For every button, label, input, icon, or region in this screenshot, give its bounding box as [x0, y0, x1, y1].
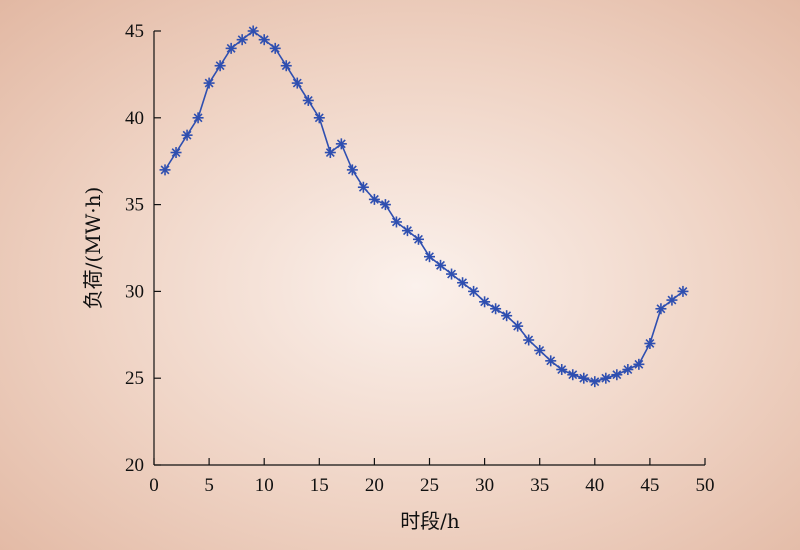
data-point	[600, 372, 612, 384]
data-point	[291, 77, 303, 89]
series-line	[164, 29, 684, 383]
data-point	[313, 112, 325, 124]
data-point	[214, 60, 226, 72]
data-point	[479, 296, 491, 308]
data-point	[435, 259, 447, 271]
y-tick-label: 25	[125, 368, 144, 389]
x-tick-label: 0	[149, 475, 159, 496]
data-point	[501, 310, 513, 322]
data-point	[181, 129, 193, 141]
y-tick-label: 30	[125, 281, 144, 302]
data-point	[302, 94, 314, 106]
data-point	[269, 42, 281, 54]
data-point	[677, 285, 689, 297]
x-tick-label: 20	[365, 475, 384, 496]
data-point	[401, 225, 413, 237]
data-point	[192, 112, 204, 124]
data-point	[280, 60, 292, 72]
data-point	[556, 364, 568, 376]
data-point	[247, 25, 259, 37]
y-tick-label: 35	[125, 195, 144, 216]
data-point	[236, 34, 248, 46]
data-point	[424, 251, 435, 263]
data-point	[589, 376, 601, 388]
x-tick-label: 10	[255, 475, 274, 496]
y-tick-label: 20	[125, 455, 144, 476]
data-point	[490, 303, 502, 315]
x-tick-label: 25	[420, 475, 439, 496]
data-point	[457, 277, 469, 289]
data-point	[567, 369, 579, 381]
x-tick-label: 15	[310, 475, 329, 496]
data-point	[346, 164, 358, 176]
data-point	[225, 42, 237, 54]
data-point	[335, 138, 347, 150]
data-point	[357, 181, 369, 193]
data-point	[468, 285, 480, 297]
axes	[153, 31, 705, 466]
x-axis-ticks: 0 5 10 15 20 25 30 35 40 45 50	[149, 458, 715, 496]
data-point	[324, 147, 336, 159]
data-point	[512, 320, 524, 332]
data-point	[534, 344, 546, 356]
data-point	[644, 337, 656, 349]
data-point	[446, 268, 458, 280]
data-point	[379, 199, 391, 211]
data-point	[666, 294, 678, 306]
y-tick-label: 40	[125, 108, 144, 129]
data-point	[611, 369, 623, 381]
data-point	[390, 216, 402, 228]
data-point	[258, 34, 270, 46]
series-markers	[159, 25, 689, 388]
x-axis-label: 时段/h	[400, 509, 460, 533]
x-tick-label: 45	[640, 475, 659, 496]
x-tick-label: 35	[530, 475, 549, 496]
data-point	[159, 164, 171, 176]
data-point	[523, 334, 535, 346]
y-axis-label: 负荷/(MW·h)	[81, 187, 105, 310]
x-tick-label: 40	[585, 475, 604, 496]
data-point	[578, 372, 590, 384]
x-tick-label: 5	[204, 475, 214, 496]
data-point	[545, 355, 557, 367]
x-tick-label: 50	[696, 475, 715, 496]
data-point	[170, 147, 182, 159]
data-point	[368, 193, 380, 205]
data-point	[203, 77, 215, 89]
data-point	[655, 303, 667, 315]
y-axis-ticks: 20 25 30 35 40 45	[125, 21, 161, 476]
data-point	[633, 358, 645, 370]
x-tick-label: 30	[475, 475, 494, 496]
data-point	[622, 364, 634, 376]
data-point	[412, 233, 424, 245]
y-tick-label: 45	[125, 21, 144, 42]
